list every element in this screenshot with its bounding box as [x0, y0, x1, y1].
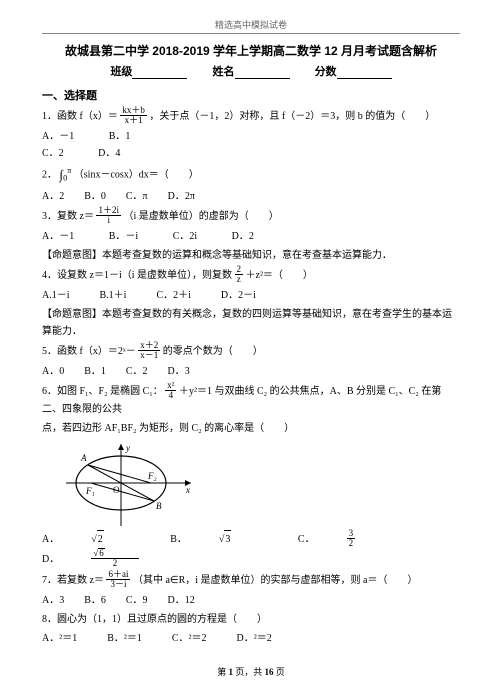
name-label: 姓名	[213, 66, 235, 78]
q3-options: A．－1 B．－i C．2i D．2	[42, 228, 460, 245]
class-field	[132, 67, 187, 79]
q3-opt-a: A．－1	[42, 228, 74, 245]
q3-opt-c: C．2i	[173, 228, 197, 245]
svg-text:B: B	[156, 501, 162, 511]
ellipse-figure: A B F₁ F₂ x y O	[66, 441, 196, 526]
question-6a: 6．如图 F₁、F₂ 是椭圆 C₁： x²4 ＋y²＝1 与双曲线 C₂ 的公共…	[42, 382, 460, 418]
name-field	[235, 67, 290, 79]
header-divider	[42, 33, 460, 34]
svg-text:x: x	[185, 485, 190, 495]
svg-text:F₁: F₁	[85, 486, 95, 496]
q1-fraction: kx＋bx＋1	[120, 106, 147, 125]
svg-text:O: O	[113, 485, 120, 495]
q5-options: A．0 B．1 C．2 D．3	[42, 363, 460, 380]
q3-note: 【命题意图】本题考查复数的运算和概念等基础知识，意在考查基本运算能力．	[42, 247, 460, 264]
q4-stem-a: 4．设复数 z＝1－i（i 是虚数单位），则复数	[42, 270, 232, 281]
q7-options: A．3 B．6 C．9 D．12	[42, 592, 460, 609]
question-4: 4．设复数 z＝1－i（i 是虚数单位），则复数 2z ＋z²＝（ ）	[42, 266, 460, 285]
question-8: 8．圆心为（1，1）且过原点的圆的方程是（ ）	[42, 611, 460, 628]
q2-stem-b: （sinx－cosx）dx＝（ ）	[74, 169, 199, 180]
page-footer: 第 1 页，共 16 页	[0, 665, 502, 678]
q1-opt-d: D．4	[98, 145, 120, 162]
svg-text:A: A	[80, 453, 87, 463]
q3-opt-b: B．－i	[109, 228, 138, 245]
score-field	[337, 67, 392, 79]
q6-opt-d: D．√62	[42, 549, 203, 569]
q6-options: A．√2 B．√3 C．32 D．√62	[42, 530, 460, 569]
q8-options: A．²＝1 B．²＝1 C．²＝2 D．²＝2	[42, 630, 460, 647]
q4-note: 【命题意图】本题考查复数的有关概念，复数的四则运算等基础知识，意在考查学生的基本…	[42, 306, 460, 340]
watermark-header: 精选高中模拟试卷	[42, 18, 460, 31]
q3-fraction: 1＋2ii	[96, 206, 121, 225]
q7-stem-a: 7．若复数 z＝	[42, 575, 104, 586]
question-2: 2． ∫0π （sinx－cosx）dx＝（ ）	[42, 164, 460, 186]
exam-page: 精选高中模拟试卷 故城县第二中学 2018-2019 学年上学期高二数学 12 …	[0, 0, 502, 694]
q6-stem-a: 6．如图 F₁、F₂ 是椭圆 C₁：	[42, 386, 163, 397]
question-6b: 点，若四边形 AF₁BF₂ 为矩形，则 C₂ 的离心率是（ ）	[42, 420, 460, 437]
q1-options: A．－1 B．1 C．2 D．4	[42, 128, 460, 162]
q1-stem-b: ，关于点（－1，2）对称，且 f（－2）＝3，则 b 的值为（ ）	[149, 111, 435, 122]
q5-fraction: x＋2x－1	[138, 341, 160, 360]
q6-opt-a: A．√2	[42, 530, 136, 548]
q5-stem-a: 5．函数 f（x）＝2ˣ－	[42, 346, 136, 357]
q1-stem-a: 1．函数 f（x）＝	[42, 111, 118, 122]
q4-fraction: 2z	[235, 265, 244, 284]
q3-opt-d: D．2	[232, 228, 254, 245]
q6-opt-c: C．32	[298, 530, 419, 549]
exam-title: 故城县第二中学 2018-2019 学年上学期高二数学 12 月月考试题含解析	[42, 42, 460, 59]
question-1: 1．函数 f（x）＝ kx＋bx＋1 ，关于点（－1，2）对称，且 f（－2）＝…	[42, 107, 460, 126]
q4-stem-b: ＋z²＝（ ）	[246, 270, 313, 281]
q1-opt-b: B．1	[109, 128, 131, 145]
q1-opt-c: C．2	[42, 145, 64, 162]
score-label: 分数	[315, 66, 337, 78]
question-3: 3．复数 z＝ 1＋2ii （i 是虚数单位）的虚部为（ ）	[42, 207, 460, 226]
q3-stem-a: 3．复数 z＝	[42, 211, 94, 222]
meta-row: 班级 姓名 分数	[42, 63, 460, 79]
q5-stem-b: 的零点个数为（ ）	[163, 346, 263, 357]
q4-options: A.1－i B.1＋i C．2＋i D．2－i	[42, 287, 460, 304]
q7-stem-b: （其中 a∈R，i 是虚数单位）的实部与虚部相等，则 a＝（ ）	[133, 575, 418, 586]
q2-options: A．2 B．0 C．π D．2π	[42, 188, 460, 205]
svg-text:y: y	[125, 443, 130, 453]
q7-fraction: 6＋ai3－i	[106, 570, 130, 589]
section-1-header: 一、选择题	[42, 87, 460, 103]
question-5: 5．函数 f（x）＝2ˣ－ x＋2x－1 的零点个数为（ ）	[42, 342, 460, 361]
q6-opt-b: B．√3	[170, 530, 263, 548]
svg-text:F₂: F₂	[147, 471, 157, 481]
question-7: 7．若复数 z＝ 6＋ai3－i （其中 a∈R，i 是虚数单位）的实部与虚部相…	[42, 571, 460, 590]
q2-int-upper: π	[67, 166, 71, 175]
q2-stem-a: 2．	[42, 169, 57, 180]
q6-fraction: x²4	[165, 381, 176, 400]
q3-stem-b: （i 是虚数单位）的虚部为（ ）	[123, 211, 278, 222]
q1-opt-a: A．－1	[42, 128, 74, 145]
class-label: 班级	[110, 66, 132, 78]
